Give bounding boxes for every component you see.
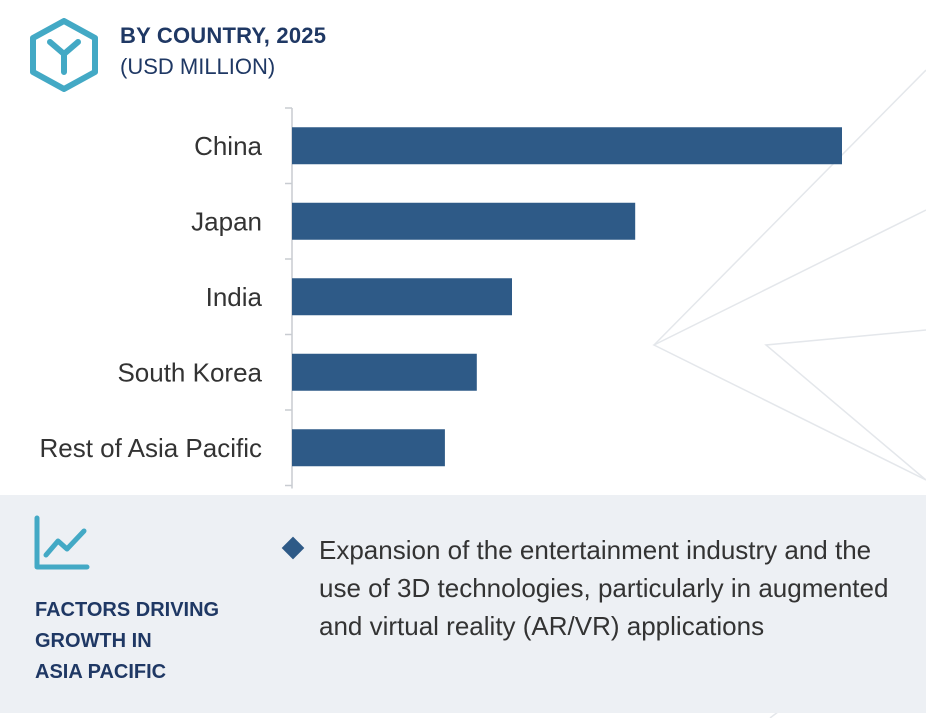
- bar-rest-of-asia-pacific: [292, 429, 445, 467]
- factor-item: Expansion of the entertainment industry …: [319, 535, 889, 641]
- bar-india: [292, 278, 512, 316]
- factors-heading: FACTORS DRIVING GROWTH IN ASIA PACIFIC: [35, 595, 265, 688]
- factors-panel: [0, 495, 926, 713]
- brand-logo-icon: [30, 18, 98, 92]
- bar-china: [292, 127, 842, 165]
- category-label: Rest of Asia Pacific: [39, 433, 262, 463]
- factors-heading-line: GROWTH IN: [35, 630, 152, 652]
- category-label: India: [206, 282, 263, 312]
- category-label: China: [194, 131, 262, 161]
- bar-south-korea: [292, 353, 477, 391]
- chart-subtitle: (USD MILLION): [120, 54, 276, 79]
- factors-heading-line: FACTORS DRIVING: [35, 599, 220, 621]
- bar-japan: [292, 202, 636, 240]
- category-label: Japan: [191, 206, 262, 236]
- chart-title: BY COUNTRY, 2025: [120, 23, 327, 48]
- trend-line-icon: [34, 515, 90, 570]
- bar-chart: China Japan India South Korea Rest of Asia P…: [39, 107, 842, 489]
- factors-heading-line: ASIA PACIFIC: [35, 661, 167, 683]
- category-label: South Korea: [117, 357, 262, 387]
